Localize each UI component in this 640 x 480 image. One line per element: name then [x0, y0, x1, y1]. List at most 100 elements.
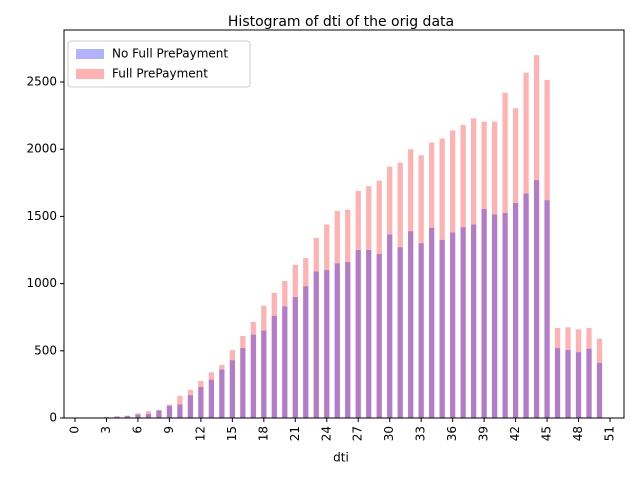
bar [586, 327, 592, 418]
bar [303, 258, 309, 418]
x-axis-label: dti [333, 451, 349, 465]
bar [575, 329, 582, 418]
bar [450, 232, 456, 418]
x-tick-label: 15 [225, 426, 239, 441]
bar [208, 379, 214, 418]
bar [586, 348, 592, 418]
bar [166, 405, 173, 418]
bar [471, 224, 477, 418]
bar [491, 214, 498, 418]
x-tick-label: 51 [603, 426, 617, 441]
x-tick-label: 42 [508, 426, 522, 441]
bar [261, 305, 267, 418]
bar [366, 186, 372, 418]
bar [460, 125, 466, 418]
bar [156, 409, 162, 418]
legend-box [67, 40, 251, 88]
bar [219, 364, 225, 418]
bar [124, 415, 131, 418]
bar [460, 227, 466, 418]
legend-swatch [76, 49, 104, 59]
legend-label: Full PrePayment [112, 67, 208, 81]
y-tick-label: 2500 [26, 75, 57, 89]
bar [114, 416, 120, 418]
bar [282, 280, 288, 418]
bar [324, 270, 330, 418]
bar [292, 264, 298, 418]
x-tick-label: 45 [540, 426, 554, 441]
y-tick-label: 0 [49, 411, 57, 425]
bar [166, 404, 173, 418]
x-tick-label: 39 [477, 426, 491, 441]
x-tick-label: 21 [288, 426, 302, 441]
legend: No Full PrePayment Full PrePayment [67, 40, 251, 88]
bar [596, 362, 603, 418]
x-tick-label: 36 [445, 426, 459, 441]
bar [282, 306, 288, 418]
bar [554, 327, 561, 418]
bar [544, 80, 550, 418]
y-tick-label: 1000 [26, 276, 57, 290]
bar [313, 237, 319, 418]
x-tick-label: 18 [256, 426, 270, 441]
bar [565, 327, 571, 418]
bar [418, 155, 424, 418]
bar [366, 250, 372, 418]
bar [502, 92, 508, 418]
bar [219, 369, 225, 418]
bar [177, 404, 183, 418]
bar [387, 166, 393, 418]
bar [471, 118, 477, 418]
x-tick-label: 30 [382, 426, 396, 441]
chart-title: Histogram of dti of the orig data [228, 14, 454, 30]
bar [418, 243, 424, 418]
bar [229, 350, 235, 418]
x-tick-label: 0 [68, 426, 82, 434]
bar [565, 350, 571, 418]
bar [554, 348, 561, 418]
bar [345, 262, 351, 418]
x-tick-label: 3 [99, 426, 113, 434]
plot-frame [63, 29, 625, 419]
bar [261, 330, 267, 418]
bar [124, 416, 131, 418]
bar [408, 231, 414, 418]
bar [240, 336, 246, 418]
bar [376, 180, 382, 418]
bar [334, 263, 340, 418]
bar [240, 348, 246, 418]
bar [512, 202, 519, 418]
bar [345, 209, 351, 418]
bar [355, 250, 361, 418]
x-tick-label: 33 [414, 426, 428, 441]
y-tick-label: 2000 [26, 142, 57, 156]
bar [135, 413, 141, 418]
bar [208, 372, 214, 418]
bar [229, 360, 235, 418]
bar [313, 271, 319, 418]
bar [429, 142, 435, 418]
bar [145, 411, 152, 418]
legend-swatch [76, 69, 104, 79]
bar [544, 200, 550, 418]
y-tick-label: 1500 [26, 209, 57, 223]
bar [292, 297, 298, 418]
bar [481, 121, 487, 419]
bar [397, 247, 403, 418]
bar [533, 180, 540, 418]
bar [303, 286, 309, 418]
x-tick-label: 12 [193, 426, 207, 441]
bar [376, 254, 382, 418]
x-tick-label: 27 [351, 426, 365, 441]
bar [533, 55, 540, 419]
x-tick-label: 6 [130, 426, 144, 434]
bar [324, 224, 330, 418]
bar [502, 213, 508, 418]
bar [439, 239, 445, 418]
bar [198, 381, 204, 418]
x-tick-label: 24 [319, 426, 333, 441]
bar [177, 395, 183, 418]
bar [271, 293, 277, 418]
bar [250, 321, 256, 418]
